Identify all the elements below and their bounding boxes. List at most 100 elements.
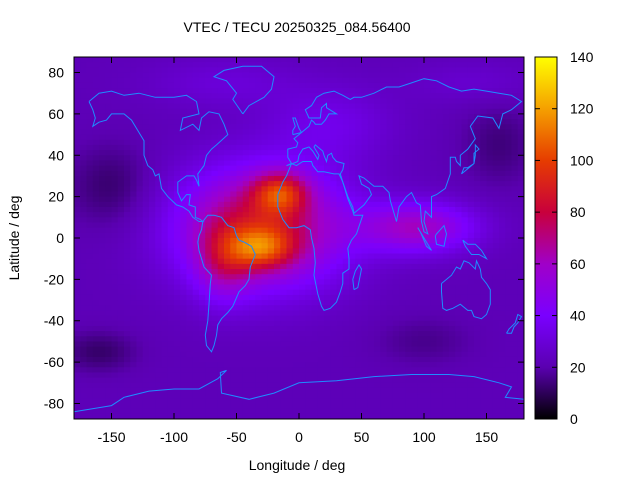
heatmap-cell	[224, 356, 231, 363]
heatmap-cell	[399, 175, 406, 182]
heatmap-cell	[230, 341, 238, 348]
heatmap-cell	[474, 77, 481, 84]
heatmap-cell	[261, 274, 269, 280]
heatmap-cell	[442, 413, 450, 419]
heatmap-cell	[205, 191, 213, 198]
heatmap-cell	[255, 351, 263, 358]
heatmap-cell	[124, 103, 131, 110]
heatmap-cell	[224, 124, 231, 130]
heatmap-cell	[399, 279, 406, 286]
heatmap-cell	[149, 377, 156, 384]
heatmap-cell	[99, 196, 106, 203]
heatmap-cell	[74, 191, 81, 198]
heatmap-cell	[174, 129, 181, 136]
heatmap-cell	[286, 103, 294, 110]
heatmap-cell	[461, 393, 469, 399]
heatmap-cell	[399, 181, 406, 187]
heatmap-cell	[211, 57, 219, 63]
heatmap-cell	[436, 170, 444, 177]
heatmap-cell	[280, 108, 288, 115]
heatmap-cell	[236, 243, 244, 249]
heatmap-cell	[405, 98, 413, 105]
heatmap-cell	[105, 217, 113, 224]
heatmap-cell	[174, 98, 181, 105]
heatmap-cell	[192, 144, 200, 151]
heatmap-cell	[349, 279, 356, 286]
heatmap-cell	[74, 72, 81, 79]
heatmap-cell	[217, 119, 225, 125]
heatmap-cell	[117, 196, 125, 203]
heatmap-cell	[349, 284, 356, 291]
heatmap-cell	[149, 181, 156, 187]
heatmap-cell	[280, 98, 288, 105]
heatmap-cell	[261, 387, 269, 394]
heatmap-cell	[299, 113, 306, 120]
heatmap-cell	[305, 77, 313, 84]
heatmap-cell	[467, 408, 475, 415]
heatmap-cell	[142, 284, 150, 291]
heatmap-cell	[480, 150, 488, 156]
heatmap-cell	[367, 139, 375, 146]
heatmap-cell	[117, 274, 125, 280]
heatmap-cell	[261, 98, 269, 105]
heatmap-cell	[92, 98, 100, 105]
heatmap-cell	[467, 150, 475, 156]
heatmap-cell	[117, 165, 125, 172]
heatmap-cell	[217, 362, 225, 368]
heatmap-cell	[336, 274, 344, 280]
heatmap-cell	[186, 408, 194, 415]
heatmap-cell	[355, 72, 363, 79]
heatmap-cell	[386, 113, 394, 120]
heatmap-cell	[480, 170, 488, 177]
heatmap-cell	[86, 201, 94, 208]
heatmap-cell	[274, 170, 281, 177]
heatmap-cell	[430, 243, 438, 249]
heatmap-cell	[136, 341, 144, 348]
heatmap-cell	[242, 346, 250, 353]
heatmap-cell	[361, 341, 369, 348]
heatmap-cell	[192, 103, 200, 110]
heatmap-cell	[299, 62, 306, 68]
heatmap-cell	[511, 372, 519, 379]
heatmap-cell	[386, 62, 394, 68]
heatmap-cell	[86, 103, 94, 110]
heatmap-cell	[505, 393, 513, 399]
heatmap-cell	[417, 62, 425, 68]
heatmap-cell	[180, 351, 188, 358]
heatmap-cell	[499, 170, 506, 177]
heatmap-cell	[205, 362, 213, 368]
heatmap-cell	[405, 258, 413, 265]
heatmap-cell	[80, 325, 88, 332]
heatmap-cell	[386, 77, 394, 84]
heatmap-cell	[249, 325, 256, 332]
heatmap-cell	[136, 408, 144, 415]
heatmap-cell	[392, 263, 400, 270]
heatmap-cell	[317, 93, 325, 99]
heatmap-cell	[449, 263, 456, 270]
heatmap-cell	[411, 227, 419, 234]
heatmap-cell	[92, 139, 100, 146]
heatmap-cell	[136, 393, 144, 399]
heatmap-cell	[136, 119, 144, 125]
heatmap-cell	[336, 134, 344, 141]
heatmap-cell	[449, 336, 456, 343]
heatmap-cell	[199, 72, 206, 79]
heatmap-cell	[111, 408, 119, 415]
heatmap-cell	[117, 398, 125, 405]
heatmap-cell	[417, 382, 425, 389]
heatmap-cell	[336, 284, 344, 291]
heatmap-cell	[374, 362, 381, 368]
heatmap-cell	[186, 253, 194, 260]
heatmap-cell	[230, 356, 238, 363]
heatmap-cell	[499, 181, 506, 187]
heatmap-cell	[142, 362, 150, 368]
heatmap-cell	[405, 62, 413, 68]
heatmap-cell	[199, 144, 206, 151]
heatmap-cell	[342, 403, 350, 410]
heatmap-cell	[461, 227, 469, 234]
heatmap-cell	[499, 201, 506, 208]
heatmap-cell	[299, 119, 306, 125]
heatmap-cell	[361, 98, 369, 105]
heatmap-cell	[349, 387, 356, 394]
heatmap-cell	[392, 113, 400, 120]
